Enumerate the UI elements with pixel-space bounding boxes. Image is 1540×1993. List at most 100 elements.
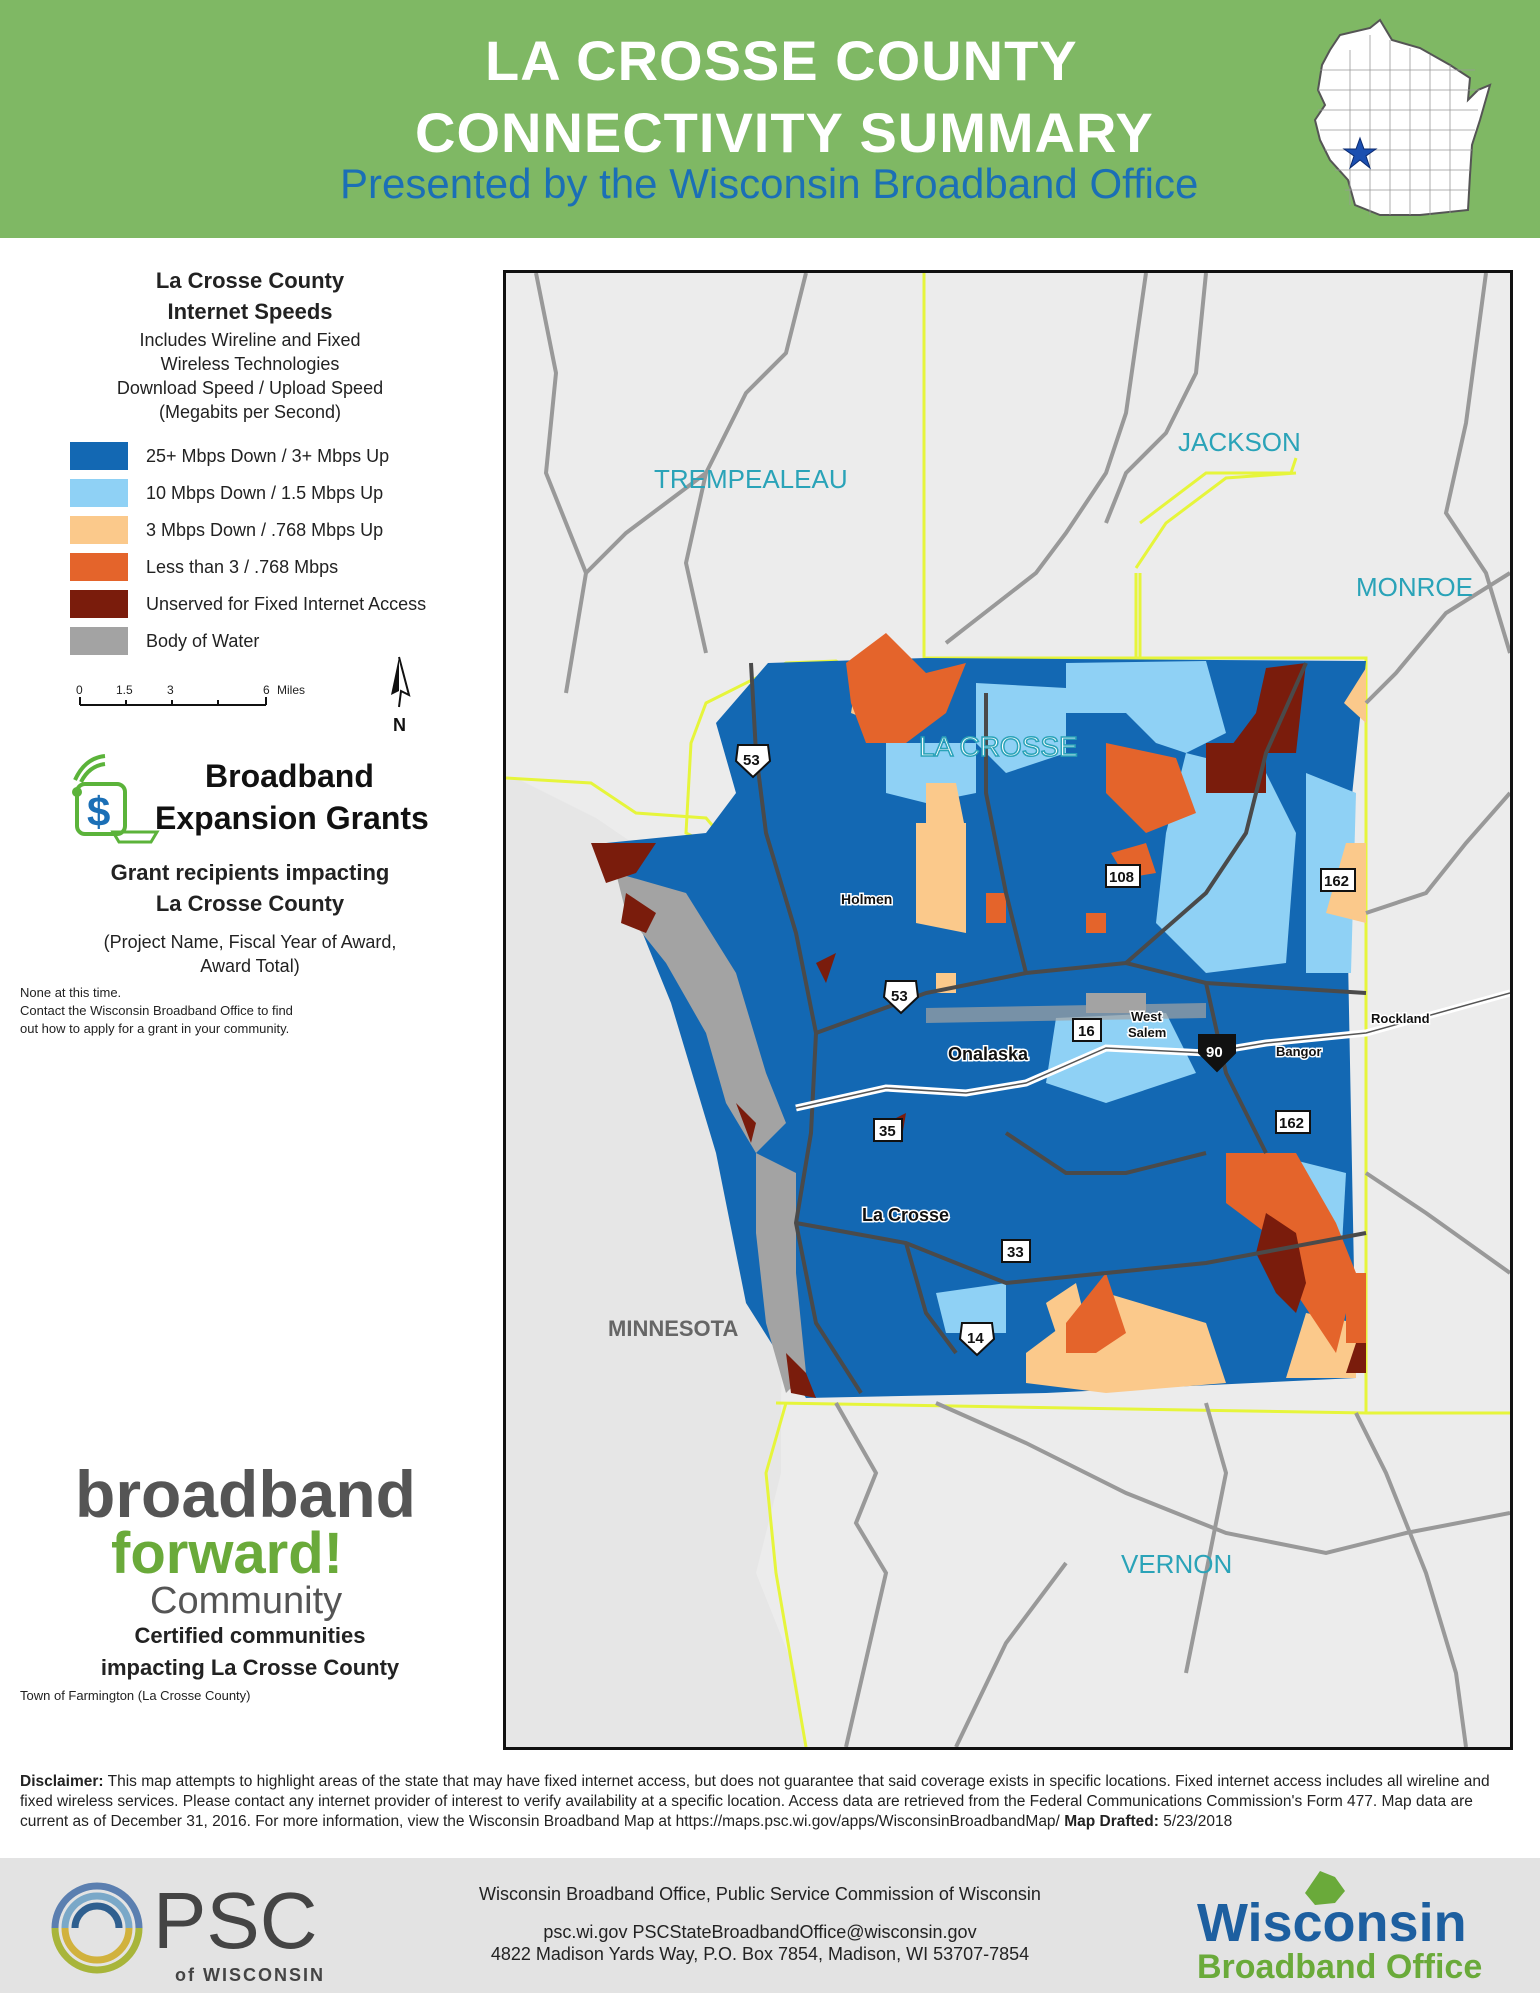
place-label-rockland: Rockland [1371,1011,1430,1026]
dollar-laptop-icon: $ [72,754,160,844]
grants-note-line1: None at this time. [20,985,122,1000]
county-map[interactable]: TREMPEALEAU JACKSON MONROE VERNON LA CRO… [503,270,1513,1750]
map-drafted-label: Map Drafted: [1064,1813,1159,1830]
grants-sub-line1: (Project Name, Fiscal Year of Award, [103,932,397,952]
legend-label: Less than 3 / .768 Mbps [146,556,339,577]
river-unserved [591,843,816,1398]
legend-label: 3 Mbps Down / .768 Mbps Up [146,519,384,540]
bf-logo-word3: Community [150,1580,342,1622]
legend-swatch [70,627,128,655]
county-label-trempealeau: TREMPEALEAU [654,464,848,494]
route-label-90: 90 [1206,1044,1223,1061]
roads-gray [534,273,1510,1747]
footer-line2[interactable]: psc.wi.gov PSCStateBroadbandOffice@wisco… [543,1922,977,1942]
wi33-shield-icon: 33 [1001,1239,1031,1263]
legend-swatch [70,553,128,581]
place-label-onalaska: Onalaska [948,1044,1029,1064]
forward-heading-line1: Certified communities [134,1623,366,1648]
legend-label: 25+ Mbps Down / 3+ Mbps Up [146,445,390,466]
bf-logo-word1: broadband [75,1457,416,1531]
legend-row: Less than 3 / .768 Mbps [70,553,338,581]
grants-sub-line2: Award Total) [200,956,300,976]
route-label-108: 108 [1109,869,1134,886]
legend-row: 3 Mbps Down / .768 Mbps Up [70,516,383,544]
i90-shield-icon: 90 [1198,1034,1236,1073]
scale-label-6: 6 [263,683,270,697]
route-label-162-north: 162 [1324,873,1349,890]
legend-label: Unserved for Fixed Internet Access [146,593,427,614]
grants-title-line1: Broadband [205,758,374,794]
legend-label: 10 Mbps Down / 1.5 Mbps Up [146,482,384,503]
legend-title-line1: La Crosse County [155,268,345,293]
broadband-forward-logo: broadband forward! Community [75,1457,416,1622]
forward-item: Town of Farmington (La Crosse County) [20,1688,251,1703]
wisconsin-broadband-office-logo: Wisconsin Broadband Office [1197,1871,1482,1986]
bf-logo-word2: forward! [111,1521,343,1586]
scale-label-miles: Miles [277,683,306,697]
place-label-lacrosse-city: La Crosse [862,1205,949,1225]
wi162-south-shield-icon: 162 [1275,1110,1311,1134]
header-banner: LA CROSSE COUNTY CONNECTIVITY SUMMARY Pr… [0,0,1540,238]
place-label-holmen: Holmen [841,891,892,907]
county-label-jackson: JACKSON [1178,427,1301,457]
footer-line3: 4822 Madison Yards Way, P.O. Box 7854, M… [490,1944,1030,1964]
legend-sub-line3: Download Speed / Upload Speed [116,378,384,398]
wi162-north-shield-icon: 162 [1320,868,1356,892]
grants-note-line3: out how to apply for a grant in your com… [20,1021,290,1036]
county-label-vernon: VERNON [1121,1549,1232,1579]
grants-note-line2: Contact the Wisconsin Broadband Office t… [20,1003,293,1018]
place-label-salem: Salem [1128,1025,1166,1040]
page-subtitle: Presented by the Wisconsin Broadband Off… [340,160,1199,207]
us53-shield-north-icon: 53 [734,744,772,779]
wi35-shield-icon: 35 [873,1118,903,1142]
scale-label-3: 3 [167,683,174,697]
legend-label: Body of Water [146,630,260,651]
route-label-35: 35 [879,1123,896,1140]
legend-row: Unserved for Fixed Internet Access [70,590,426,618]
legend-swatch [70,516,128,544]
us53-shield-south-icon: 53 [882,980,920,1015]
wi16-shield-icon: 16 [1072,1018,1102,1042]
disclaimer: Disclaimer: This map attempts to highlig… [20,1772,1525,1832]
legend-sub-line4: (Megabits per Second) [158,402,342,422]
north-label: N [393,715,406,735]
place-label-west: West [1131,1009,1162,1024]
route-label-16: 16 [1078,1023,1095,1040]
legend-row: 25+ Mbps Down / 3+ Mbps Up [70,442,389,470]
north-arrow-icon: N [391,656,411,735]
route-shields: 53 53 108 162 162 16 [734,744,1356,1357]
route-label-53-south: 53 [891,988,908,1005]
legend-swatch [70,590,128,618]
grants-heading-line2: La Crosse County [155,891,345,916]
disclaimer-label: Disclaimer: [20,1773,104,1790]
disclaimer-text: This map attempts to highlight areas of … [20,1773,1490,1830]
state-label-minnesota: MINNESOTA [608,1316,738,1341]
psc-logo-big: PSC [153,1876,318,1965]
us14-shield-icon: 14 [958,1322,996,1357]
page-title-line1: LA CROSSE COUNTY [485,29,1078,92]
forward-heading-line2: impacting La Crosse County [100,1655,400,1680]
route-label-53-north: 53 [743,752,760,769]
legend-row: 10 Mbps Down / 1.5 Mbps Up [70,479,383,507]
scale-label-1-5: 1.5 [116,683,133,697]
grants-heading-line1: Grant recipients impacting [110,860,390,885]
wisconsin-locator-map [1313,18,1492,216]
page-title-line2: CONNECTIVITY SUMMARY [415,101,1154,164]
scale-label-0: 0 [76,683,83,697]
legend-title-line2: Internet Speeds [167,299,333,324]
route-label-33: 33 [1007,1244,1024,1261]
psc-logo: PSC of WISCONSIN [51,1876,325,1985]
county-star-icon [1342,136,1378,170]
route-label-162-south: 162 [1279,1115,1304,1132]
county-label-lacrosse: LA CROSSE [919,731,1078,762]
place-label-bangor: Bangor [1276,1044,1322,1059]
scale-bar [79,697,267,706]
wbo-logo-line2: Broadband Office [1197,1948,1482,1986]
psc-logo-small: of WISCONSIN [175,1965,325,1985]
legend-sub-line2: Wireless Technologies [160,354,340,374]
footer: PSC of WISCONSIN Wisconsin Broadband Off… [0,1858,1540,1993]
map-drafted-date: 5/23/2018 [1163,1813,1233,1830]
wbo-logo-line1: Wisconsin [1197,1893,1467,1953]
legend-swatch [70,479,128,507]
route-label-14: 14 [967,1330,984,1347]
